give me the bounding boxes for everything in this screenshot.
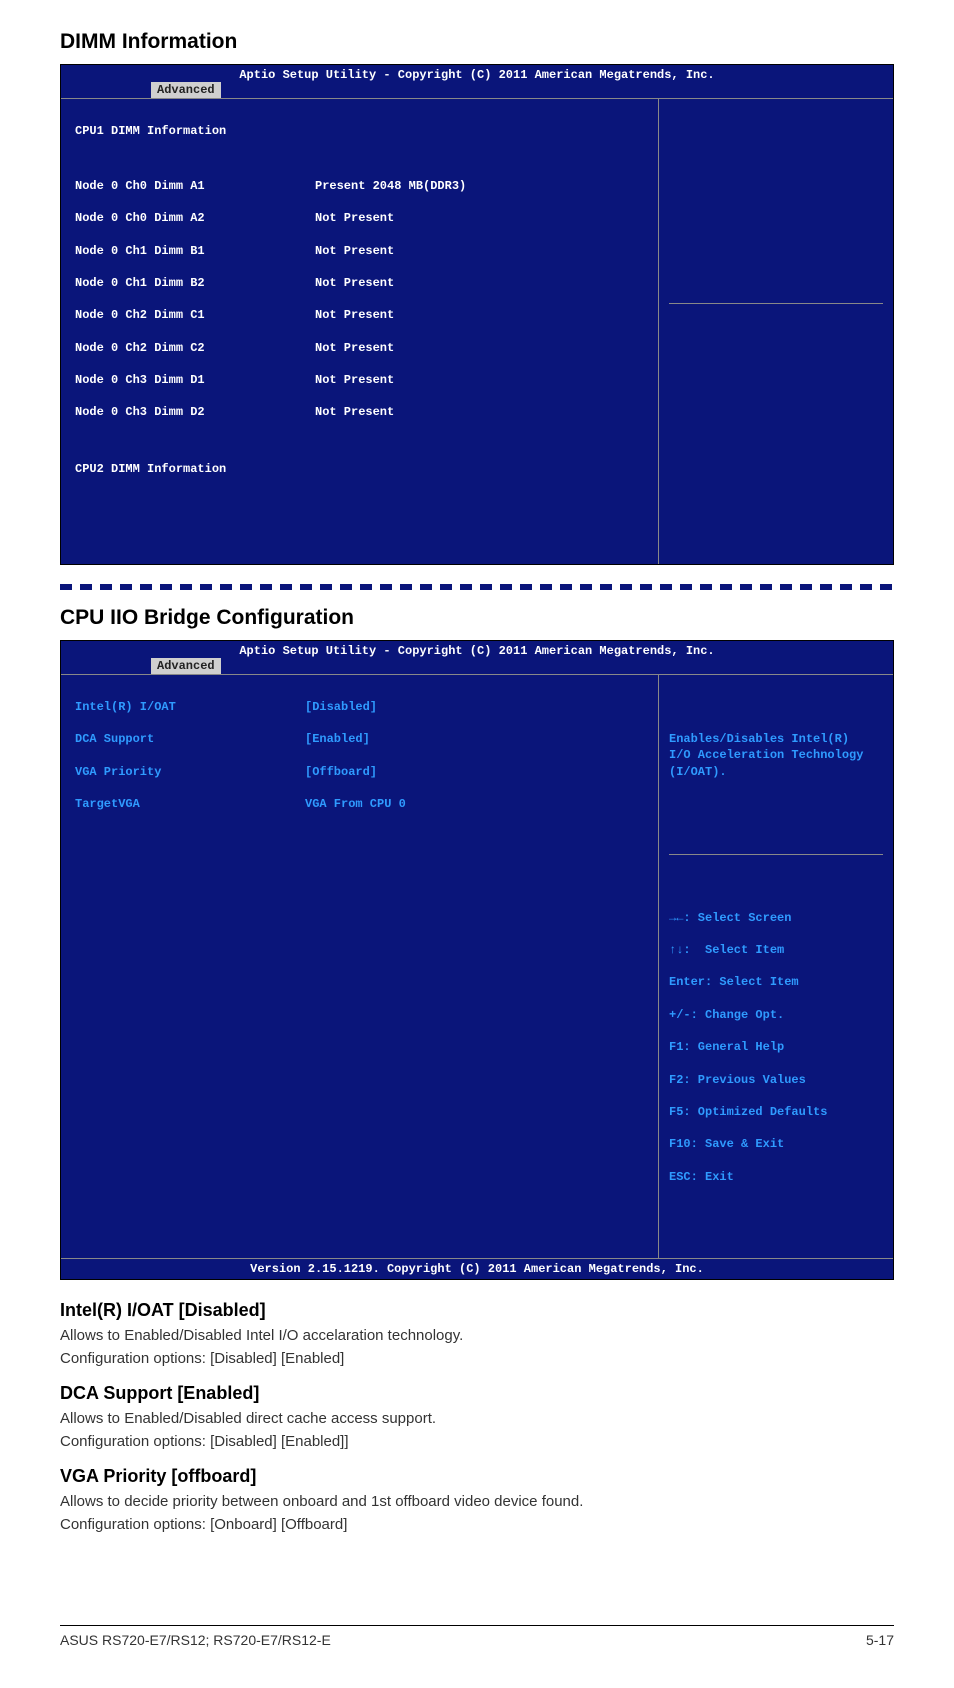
dimm-val: Not Present	[315, 210, 394, 226]
tab-advanced[interactable]: Advanced	[151, 82, 221, 98]
tab-advanced[interactable]: Advanced	[151, 658, 221, 674]
setting-row[interactable]: TargetVGA VGA From CPU 0	[75, 796, 648, 812]
setting-key: DCA Support	[75, 731, 265, 747]
setting-val: [Offboard]	[305, 764, 377, 780]
heading-ioat: Intel(R) I/OAT [Disabled]	[60, 1300, 894, 1321]
help-line: F10: Save & Exit	[669, 1136, 883, 1152]
dimm-row: Node 0 Ch0 Dimm A1 Present 2048 MB(DDR3)	[75, 178, 648, 194]
page-footer: ASUS RS720-E7/RS12; RS720-E7/RS12-E 5-17	[60, 1625, 894, 1648]
desc-line: I/O Acceleration Technology	[669, 748, 863, 762]
dimm-key: Node 0 Ch0 Dimm A1	[75, 178, 265, 194]
help-line: ESC: Exit	[669, 1169, 883, 1185]
setting-val: [Disabled]	[305, 699, 377, 715]
bios-desc-area: Enables/Disables Intel(R) I/O Accelerati…	[669, 715, 883, 855]
bios-panel-dimm: Aptio Setup Utility - Copyright (C) 2011…	[60, 64, 894, 565]
desc-line: Enables/Disables Intel(R)	[669, 732, 849, 746]
dimm-row: Node 0 Ch0 Dimm A2 Not Present	[75, 210, 648, 226]
setting-key: VGA Priority	[75, 764, 265, 780]
help-line: F2: Previous Values	[669, 1072, 883, 1088]
text-ioat-1: Allows to Enabled/Disabled Intel I/O acc…	[60, 1325, 894, 1346]
dimm-val: Not Present	[315, 340, 394, 356]
dimm-key: Node 0 Ch0 Dimm A2	[75, 210, 265, 226]
text-vga-1: Allows to decide priority between onboar…	[60, 1491, 894, 1512]
help-line: +/-: Change Opt.	[669, 1007, 883, 1023]
help-line: F1: General Help	[669, 1039, 883, 1055]
dimm-key: Node 0 Ch1 Dimm B2	[75, 275, 265, 291]
bios-left-pane: Intel(R) I/OAT [Disabled] DCA Support [Ena…	[61, 675, 658, 1258]
heading-dimm-info: DIMM Information	[60, 30, 894, 54]
bios-desc-area	[669, 139, 883, 304]
dimm-row: Node 0 Ch1 Dimm B1 Not Present	[75, 243, 648, 259]
bios-titlebar: Aptio Setup Utility - Copyright (C) 2011…	[61, 65, 893, 82]
heading-vga: VGA Priority [offboard]	[60, 1466, 894, 1487]
help-line: →←: Select Screen	[669, 910, 883, 926]
bios-right-pane	[658, 99, 893, 564]
bios-tabrow: Advanced	[61, 658, 893, 674]
dimm-row: Node 0 Ch2 Dimm C1 Not Present	[75, 307, 648, 323]
cpu1-header: CPU1 DIMM Information	[75, 123, 648, 139]
help-block: →←: Select Screen ↑↓: Select Item Enter:…	[669, 893, 883, 1217]
setting-val: VGA From CPU 0	[305, 796, 406, 812]
help-line: Enter: Select Item	[669, 974, 883, 990]
dimm-key: Node 0 Ch3 Dimm D2	[75, 404, 265, 420]
setting-val: [Enabled]	[305, 731, 370, 747]
text-vga-2: Configuration options: [Onboard] [Offboa…	[60, 1514, 894, 1535]
desc-line: (I/OAT).	[669, 765, 727, 779]
dimm-val: Present 2048 MB(DDR3)	[315, 178, 466, 194]
text-dca-1: Allows to Enabled/Disabled direct cache …	[60, 1408, 894, 1429]
dimm-val: Not Present	[315, 372, 394, 388]
dimm-val: Not Present	[315, 404, 394, 420]
text-dca-2: Configuration options: [Disabled] [Enabl…	[60, 1431, 894, 1452]
setting-row[interactable]: DCA Support [Enabled]	[75, 731, 648, 747]
dimm-key: Node 0 Ch2 Dimm C1	[75, 307, 265, 323]
help-line: ↑↓: Select Item	[669, 942, 883, 958]
dimm-key: Node 0 Ch3 Dimm D1	[75, 372, 265, 388]
cpu2-header: CPU2 DIMM Information	[75, 461, 648, 477]
panel-cutoff-dashes	[60, 584, 894, 590]
text-ioat-2: Configuration options: [Disabled] [Enabl…	[60, 1348, 894, 1369]
dimm-val: Not Present	[315, 243, 394, 259]
setting-key: Intel(R) I/OAT	[75, 699, 265, 715]
dimm-row: Node 0 Ch2 Dimm C2 Not Present	[75, 340, 648, 356]
dimm-row: Node 0 Ch3 Dimm D1 Not Present	[75, 372, 648, 388]
setting-key: TargetVGA	[75, 796, 265, 812]
dimm-row: Node 0 Ch3 Dimm D2 Not Present	[75, 404, 648, 420]
dimm-key: Node 0 Ch2 Dimm C2	[75, 340, 265, 356]
dimm-row: Node 0 Ch1 Dimm B2 Not Present	[75, 275, 648, 291]
bios-panel-iio: Aptio Setup Utility - Copyright (C) 2011…	[60, 640, 894, 1280]
setting-row[interactable]: Intel(R) I/OAT [Disabled]	[75, 699, 648, 715]
dimm-val: Not Present	[315, 275, 394, 291]
bios-tabrow: Advanced	[61, 82, 893, 98]
heading-dca: DCA Support [Enabled]	[60, 1383, 894, 1404]
help-line: F5: Optimized Defaults	[669, 1104, 883, 1120]
bios-footerbar: Version 2.15.1219. Copyright (C) 2011 Am…	[61, 1258, 893, 1279]
dimm-val: Not Present	[315, 307, 394, 323]
footer-right: 5-17	[866, 1632, 894, 1648]
footer-left: ASUS RS720-E7/RS12; RS720-E7/RS12-E	[60, 1632, 331, 1648]
bios-titlebar: Aptio Setup Utility - Copyright (C) 2011…	[61, 641, 893, 658]
bios-right-pane: Enables/Disables Intel(R) I/O Accelerati…	[658, 675, 893, 1258]
bios-left-pane: CPU1 DIMM Information Node 0 Ch0 Dimm A1…	[61, 99, 658, 564]
heading-cpu-iio: CPU IIO Bridge Configuration	[60, 606, 894, 630]
dimm-key: Node 0 Ch1 Dimm B1	[75, 243, 265, 259]
setting-row[interactable]: VGA Priority [Offboard]	[75, 764, 648, 780]
